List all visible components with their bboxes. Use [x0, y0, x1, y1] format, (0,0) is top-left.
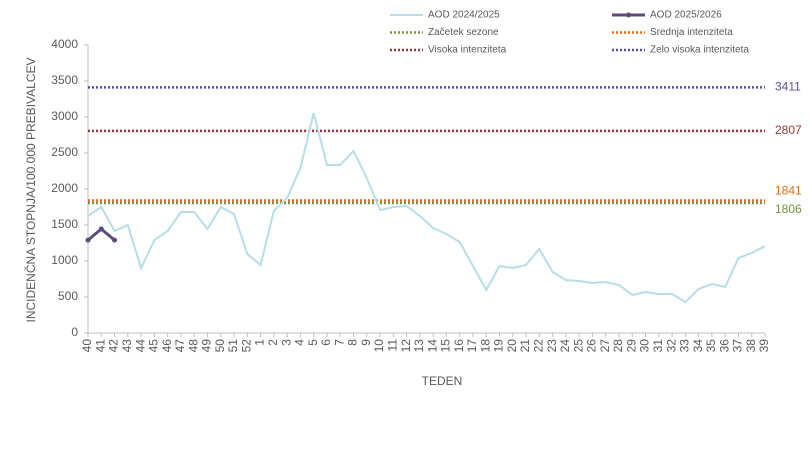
y-tick-label: 1000: [51, 253, 78, 267]
series-line: [87, 112, 766, 304]
x-tick-label: 27: [598, 339, 612, 353]
x-tick-label: 52: [239, 339, 253, 353]
legend-label: Začetek sezone: [428, 27, 499, 38]
x-tick-label: 20: [505, 339, 519, 353]
legend-marker: [626, 12, 631, 18]
x-tick-label: 50: [213, 339, 227, 353]
x-tick-label: 18: [478, 339, 492, 353]
x-tick-label: 46: [160, 339, 174, 353]
x-tick-label: 14: [425, 339, 439, 353]
x-tick-label: 10: [372, 339, 386, 353]
x-tick-label: 16: [452, 339, 466, 353]
y-tick-label: 500: [58, 289, 78, 303]
legend-label: AOD 2025/2026: [650, 10, 722, 21]
x-tick-label: 41: [93, 339, 107, 353]
x-tick-label: 9: [359, 339, 373, 346]
x-tick-label: 36: [717, 339, 731, 353]
x-tick-label: 44: [133, 339, 147, 353]
y-tick-label: 2500: [51, 145, 78, 159]
x-tick-label: 51: [226, 339, 240, 353]
x-tick-label: 47: [173, 339, 187, 353]
x-tick-label: 23: [545, 339, 559, 353]
x-tick-label: 29: [624, 339, 638, 353]
x-tick-label: 5: [306, 339, 320, 346]
legend-label: Zelo visoka intenziteta: [650, 45, 749, 56]
y-tick-label: 0: [71, 325, 78, 339]
x-axis-label: TEDEN: [422, 374, 463, 388]
x-tick-label: 3: [279, 339, 293, 346]
x-tick-label: 39: [757, 339, 771, 353]
x-tick-label: 15: [439, 339, 453, 353]
x-tick-label: 30: [638, 339, 652, 353]
threshold-label: 1841: [775, 184, 802, 198]
x-tick-label: 21: [518, 339, 532, 353]
x-tick-label: 35: [704, 339, 718, 353]
x-tick-label: 6: [319, 339, 333, 346]
x-tick-label: 40: [80, 339, 94, 353]
x-tick-label: 1: [253, 339, 267, 346]
x-tick-label: 22: [532, 339, 546, 353]
legend-label: Visoka intenziteta: [428, 45, 507, 56]
x-tick-label: 38: [744, 339, 758, 353]
y-tick-label: 2000: [51, 181, 78, 195]
x-tick-label: 13: [412, 339, 426, 353]
x-tick-label: 48: [186, 339, 200, 353]
x-tick-label: 12: [399, 339, 413, 353]
x-tick-label: 28: [611, 339, 625, 353]
x-tick-label: 19: [492, 339, 506, 353]
x-tick-label: 42: [107, 339, 121, 353]
threshold-label: 3411: [775, 80, 801, 94]
x-tick-label: 4: [293, 339, 307, 346]
y-tick-label: 1500: [51, 217, 78, 231]
x-tick-label: 26: [585, 339, 599, 353]
x-tick-label: 45: [147, 339, 161, 353]
x-tick-label: 34: [691, 339, 705, 353]
x-tick-label: 24: [558, 339, 572, 353]
x-tick-label: 49: [200, 339, 214, 353]
series-marker: [98, 226, 104, 232]
x-tick-label: 11: [385, 339, 399, 352]
x-tick-label: 2: [266, 339, 280, 346]
x-tick-label: 8: [346, 339, 360, 346]
y-tick-label: 3000: [51, 109, 78, 123]
series-marker: [85, 237, 91, 243]
x-tick-label: 7: [332, 339, 346, 346]
x-tick-label: 37: [731, 339, 745, 353]
y-tick-label: 3500: [51, 73, 78, 87]
legend-label: AOD 2024/2025: [428, 10, 500, 21]
x-tick-label: 31: [651, 339, 665, 353]
threshold-label: 1806: [775, 202, 802, 216]
series-marker: [112, 237, 118, 243]
threshold-label: 2807: [775, 123, 802, 137]
y-tick-label: 4000: [51, 37, 78, 51]
x-tick-label: 43: [120, 339, 134, 353]
x-tick-label: 17: [465, 339, 479, 353]
x-tick-label: 33: [678, 339, 692, 353]
y-axis-label: INCIDENČNA STOPNJA/100.000 PREBIVALCEV: [23, 58, 38, 323]
x-tick-label: 32: [664, 339, 678, 353]
x-tick-label: 25: [571, 339, 585, 353]
legend-label: Srednja intenziteta: [650, 27, 733, 38]
